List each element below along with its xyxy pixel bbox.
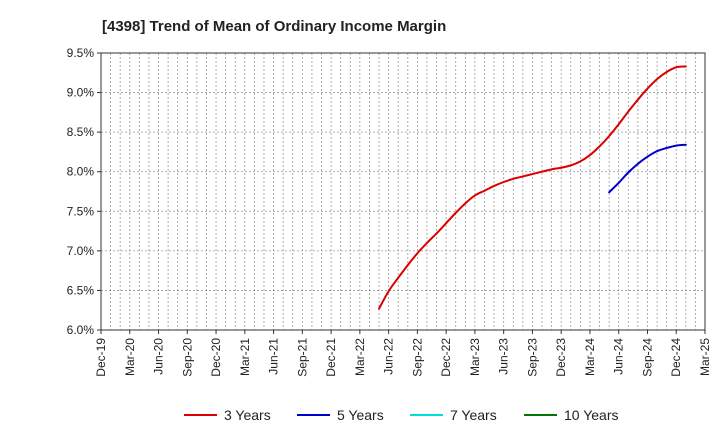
x-tick-label: Jun-22 [382,338,396,375]
legend-label: 10 Years [564,407,619,423]
x-tick-label: Sep-24 [640,338,654,377]
x-tick-label: Jun-20 [152,338,166,375]
series-lines [378,65,687,310]
x-tick-label: Mar-25 [698,338,712,376]
y-tick-label: 7.5% [67,204,95,218]
x-tick-label: Sep-23 [525,338,539,377]
x-tick-label: Sep-20 [180,338,194,377]
y-tick-label: 8.0% [67,165,95,179]
y-tick-label: 8.5% [67,125,95,139]
legend: 3 Years 5 Years 7 Years 10 Years [184,407,619,423]
series-line-5-years [608,143,687,194]
y-tick-label: 6.0% [67,323,95,337]
y-tick-label: 9.5% [67,46,95,60]
x-tick-label: Dec-24 [669,338,683,377]
x-tick-label: Mar-23 [468,338,482,376]
x-tick-label: Jun-21 [267,338,281,375]
x-axis-ticks: Dec-19 Mar-20 Jun-20 Sep-20 Dec-20 Mar-21 Jun-… [94,330,712,377]
x-tick-label: Mar-20 [123,338,137,376]
x-tick-label: Sep-22 [410,338,424,377]
series-line-3-years [378,65,687,310]
plot-border [100,52,706,331]
x-tick-label: Dec-19 [94,338,108,377]
x-tick-label: Mar-21 [238,338,252,376]
x-tick-label: Dec-22 [439,338,453,377]
x-tick-label: Jun-23 [497,338,511,375]
x-tick-label: Dec-21 [324,338,338,377]
y-tick-label: 7.0% [67,244,95,258]
legend-label: 7 Years [450,407,497,423]
grid [101,53,705,330]
y-axis-ticks: 6.0% 6.5% 7.0% 7.5% 8.0% 8.5% 9.0% 9.5% [67,46,101,337]
y-tick-label: 9.0% [67,86,95,100]
x-tick-label: Jun-24 [612,338,626,375]
legend-label: 3 Years [224,407,271,423]
x-tick-label: Dec-23 [554,338,568,377]
x-tick-label: Sep-21 [295,338,309,377]
x-tick-label: Mar-22 [353,338,367,376]
x-tick-label: Dec-20 [209,338,223,377]
x-tick-label: Mar-24 [583,338,597,376]
chart-title: [4398] Trend of Mean of Ordinary Income … [102,18,446,35]
legend-label: 5 Years [337,407,384,423]
y-tick-label: 6.5% [67,283,95,297]
